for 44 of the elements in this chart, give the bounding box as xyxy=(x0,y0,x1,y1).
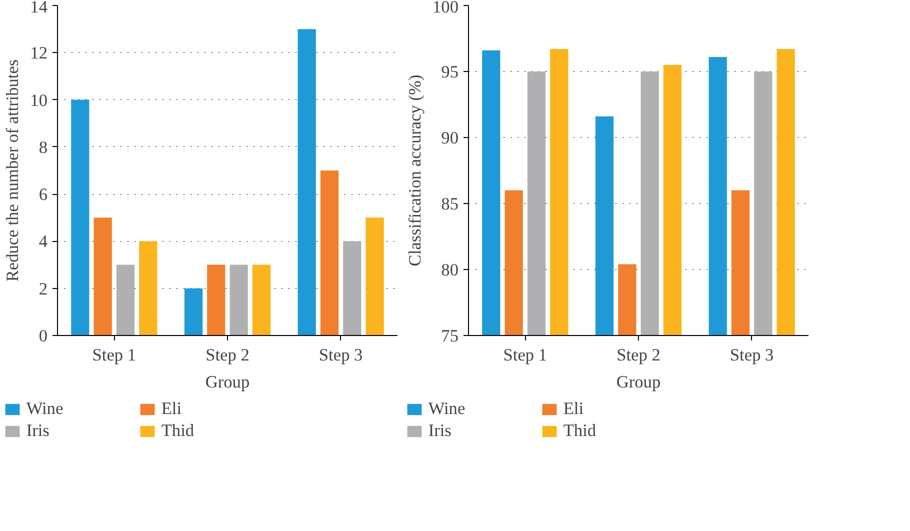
y-tick-label: 12 xyxy=(30,44,48,63)
x-tick-label: Step 3 xyxy=(318,346,363,364)
bar xyxy=(252,264,271,336)
legend-label: Wine xyxy=(26,399,64,419)
y-tick-label: 4 xyxy=(38,232,48,252)
y-tick-label: 14 xyxy=(30,0,48,16)
bar xyxy=(343,241,362,336)
bar xyxy=(184,288,203,336)
y-axis-title: Reduce the number of attributes xyxy=(3,59,22,282)
bar xyxy=(139,241,158,336)
legend-label: Thid xyxy=(563,421,598,441)
y-tick-label: 80 xyxy=(441,260,458,280)
y-tick-label: 6 xyxy=(38,185,48,204)
y-tick-label: 10 xyxy=(30,90,48,110)
bar xyxy=(71,100,90,336)
y-tick-label: 8 xyxy=(38,138,48,157)
x-tick-label: Step 3 xyxy=(730,346,774,364)
bar xyxy=(366,218,384,336)
x-tick-label: Step 2 xyxy=(206,346,250,364)
bar xyxy=(116,264,135,336)
bar xyxy=(207,264,226,336)
bar xyxy=(298,29,316,336)
y-tick-label: 85 xyxy=(441,194,458,214)
legend-label: Iris xyxy=(26,421,50,441)
x-tick-label: Step 1 xyxy=(503,346,548,364)
legend-label: Thid xyxy=(161,421,196,441)
legend-label: Eli xyxy=(563,399,585,419)
y-tick-label: 2 xyxy=(38,279,48,298)
x-tick-label: Step 2 xyxy=(616,346,660,364)
legend-label: Eli xyxy=(161,399,183,419)
y-tick-label: 95 xyxy=(441,62,458,82)
bar xyxy=(230,264,248,336)
y-tick-label: 0 xyxy=(38,326,48,346)
y-axis-title: Classification accuracy (%) xyxy=(406,74,425,266)
bar xyxy=(94,218,112,336)
legend-label: Wine xyxy=(428,399,466,419)
y-tick-label: 90 xyxy=(441,128,458,148)
x-axis-title: Group xyxy=(205,372,250,392)
x-axis-title: Group xyxy=(616,372,661,392)
x-tick-label: Step 1 xyxy=(92,346,136,364)
y-tick-label: 100 xyxy=(432,0,459,16)
legend-label: Iris xyxy=(428,421,452,441)
y-tick-label: 75 xyxy=(441,326,458,346)
bar xyxy=(320,170,339,336)
